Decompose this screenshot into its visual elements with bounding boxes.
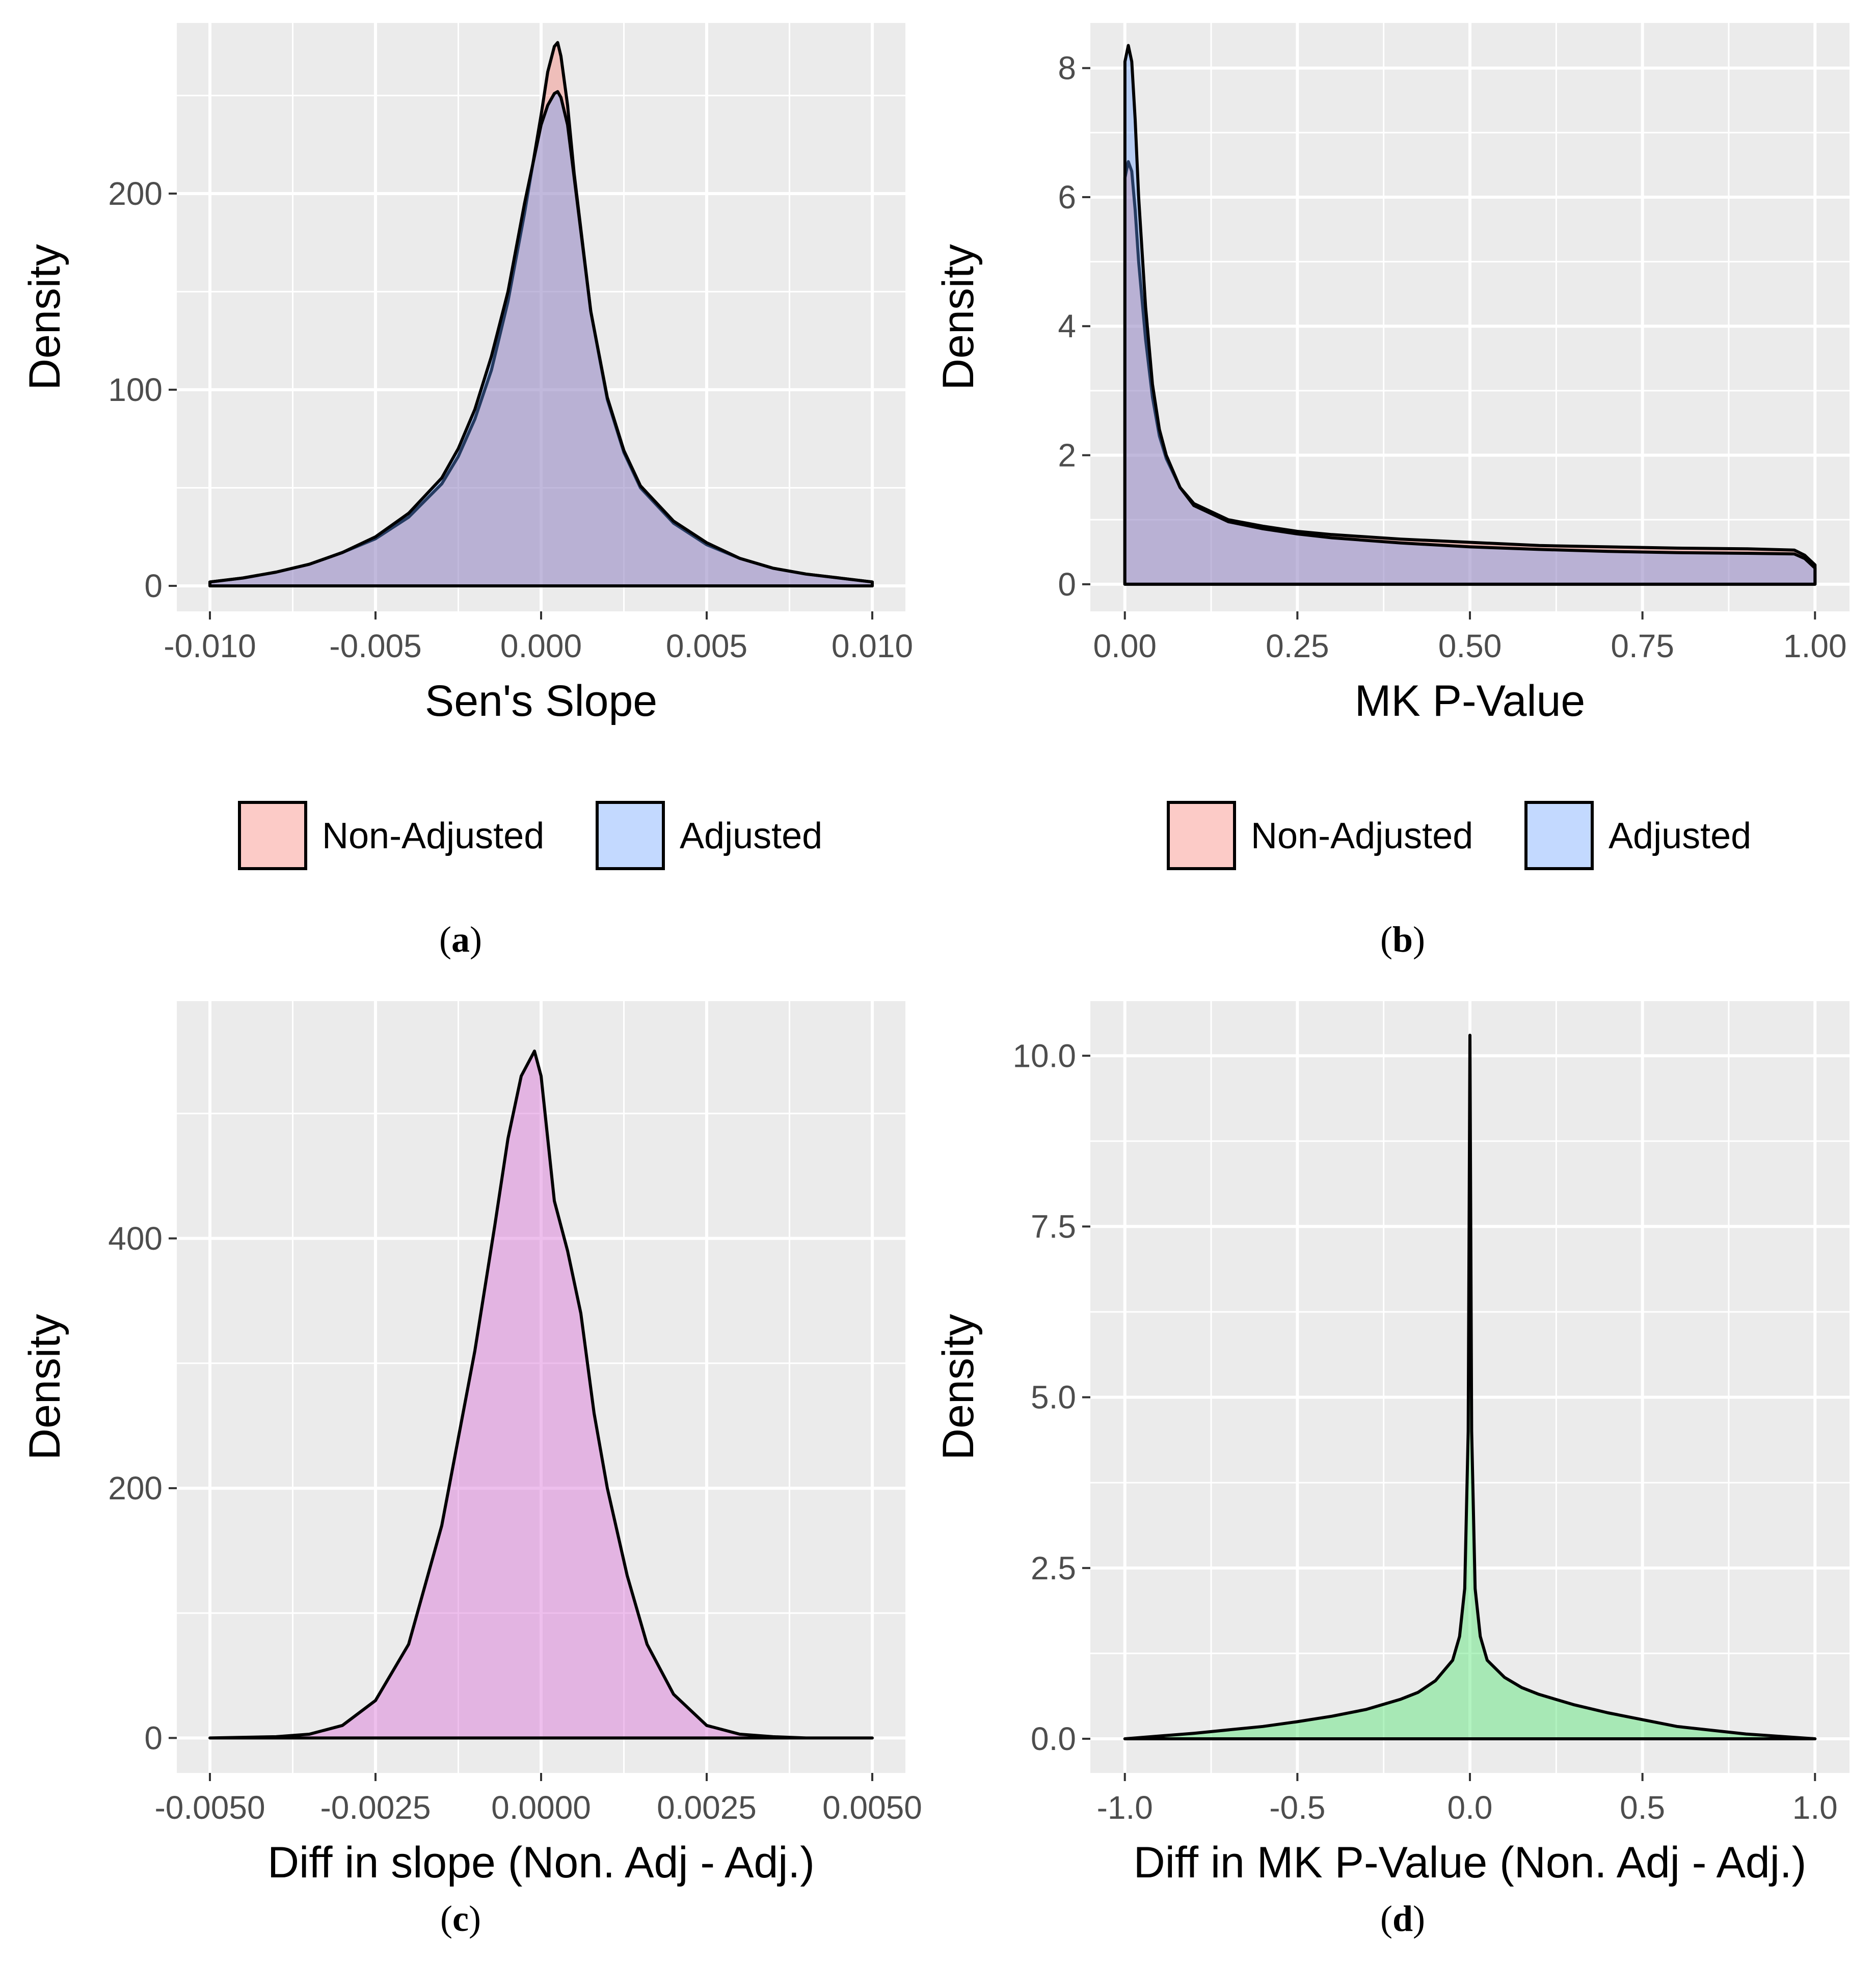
y-tick-label: 4 xyxy=(1058,308,1076,344)
panel-caption: (c) xyxy=(440,1898,481,1939)
legend: Non-Adjusted Adjusted xyxy=(238,801,822,870)
panel-a: -0.010 -0.005 0.000 0.005 0.010 0 100 200 Sen's … xyxy=(20,23,913,960)
x-tick-label: 0.0000 xyxy=(491,1789,591,1826)
x-axis-title: Diff in slope (Non. Adj - Adj.) xyxy=(267,1838,815,1887)
x-tick-label: 0.0 xyxy=(1448,1789,1493,1826)
y-tick-label: 0 xyxy=(144,1719,163,1756)
panel-caption: (a) xyxy=(439,919,482,960)
density-area-adjusted xyxy=(1123,44,1817,586)
density-area-diff-in-slope xyxy=(208,1049,874,1740)
y-axis-title: Density xyxy=(934,1314,983,1460)
y-tick-label: 100 xyxy=(108,371,163,408)
x-tick-label: 0.75 xyxy=(1611,628,1674,664)
y-tick-label: 200 xyxy=(108,1470,163,1506)
x-tick-label: 1.00 xyxy=(1783,628,1847,664)
y-tick-label: 200 xyxy=(108,175,163,212)
x-tick-label: 0.25 xyxy=(1266,628,1329,664)
y-tick-label: 7.5 xyxy=(1031,1208,1076,1245)
x-tick-label: -0.0025 xyxy=(320,1789,431,1826)
x-tick-label: -0.0050 xyxy=(154,1789,265,1826)
legend-key xyxy=(1167,801,1236,870)
panel-caption: (d) xyxy=(1380,1898,1425,1939)
x-tick-label: -0.010 xyxy=(164,628,256,664)
panel-d: -1.0 -0.5 0.0 0.5 1.0 0.0 2.5 5.0 7.5 10.0 Diff in… xyxy=(934,1001,1850,1939)
y-tick-label: 0 xyxy=(144,568,163,604)
legend: Non-Adjusted Adjusted xyxy=(1167,801,1751,870)
panel-c: -0.0050 -0.0025 0.0000 0.0025 0.0050 0 200 400 D… xyxy=(20,1001,922,1939)
y-tick-label: 5.0 xyxy=(1031,1379,1076,1416)
y-axis-title: Density xyxy=(20,244,69,390)
density-area-non-adjusted xyxy=(1123,160,1817,586)
y-tick-label: 2 xyxy=(1058,437,1076,474)
y-tick-label: 10.0 xyxy=(1012,1037,1076,1074)
legend-label: Adjusted xyxy=(680,816,822,856)
x-tick-label: -1.0 xyxy=(1097,1789,1153,1826)
legend-label: Adjusted xyxy=(1609,816,1751,856)
x-tick-label: -0.005 xyxy=(329,628,421,664)
y-tick-label: 8 xyxy=(1058,50,1076,87)
y-tick-label: 0 xyxy=(1058,566,1076,603)
legend-key xyxy=(238,801,307,870)
panel-caption: (b) xyxy=(1380,919,1425,960)
x-axis-title: MK P-Value xyxy=(1355,677,1585,725)
legend-label: Non-Adjusted xyxy=(322,816,544,856)
x-tick-label: -0.5 xyxy=(1269,1789,1325,1826)
x-tick-label: 0.010 xyxy=(832,628,913,664)
x-axis-title: Diff in MK P-Value (Non. Adj - Adj.) xyxy=(1134,1838,1807,1887)
x-axis-title: Sen's Slope xyxy=(425,677,657,725)
x-tick-label: 0.00 xyxy=(1093,628,1157,664)
legend-label: Non-Adjusted xyxy=(1251,816,1473,856)
y-axis-title: Density xyxy=(20,1314,69,1460)
y-tick-label: 0.0 xyxy=(1031,1720,1076,1757)
x-tick-label: 1.0 xyxy=(1792,1789,1838,1826)
x-tick-label: 0.0050 xyxy=(822,1789,922,1826)
x-tick-label: 0.005 xyxy=(666,628,747,664)
y-tick-label: 400 xyxy=(108,1220,163,1257)
y-axis-title: Density xyxy=(934,244,983,390)
x-tick-label: 0.5 xyxy=(1620,1789,1665,1826)
x-tick-label: 0.0025 xyxy=(657,1789,757,1826)
legend-key xyxy=(1524,801,1594,870)
x-tick-label: 0.000 xyxy=(500,628,582,664)
x-tick-label: 0.50 xyxy=(1438,628,1502,664)
legend-key xyxy=(596,801,665,870)
density-area-adjusted xyxy=(208,90,874,587)
y-tick-label: 6 xyxy=(1058,179,1076,216)
panel-b: 0.00 0.25 0.50 0.75 1.00 0 2 4 6 8 MK P-Value Densi… xyxy=(934,23,1850,960)
density-area-diff-in-mk-p-value xyxy=(1123,1034,1817,1740)
y-tick-label: 2.5 xyxy=(1031,1550,1076,1586)
